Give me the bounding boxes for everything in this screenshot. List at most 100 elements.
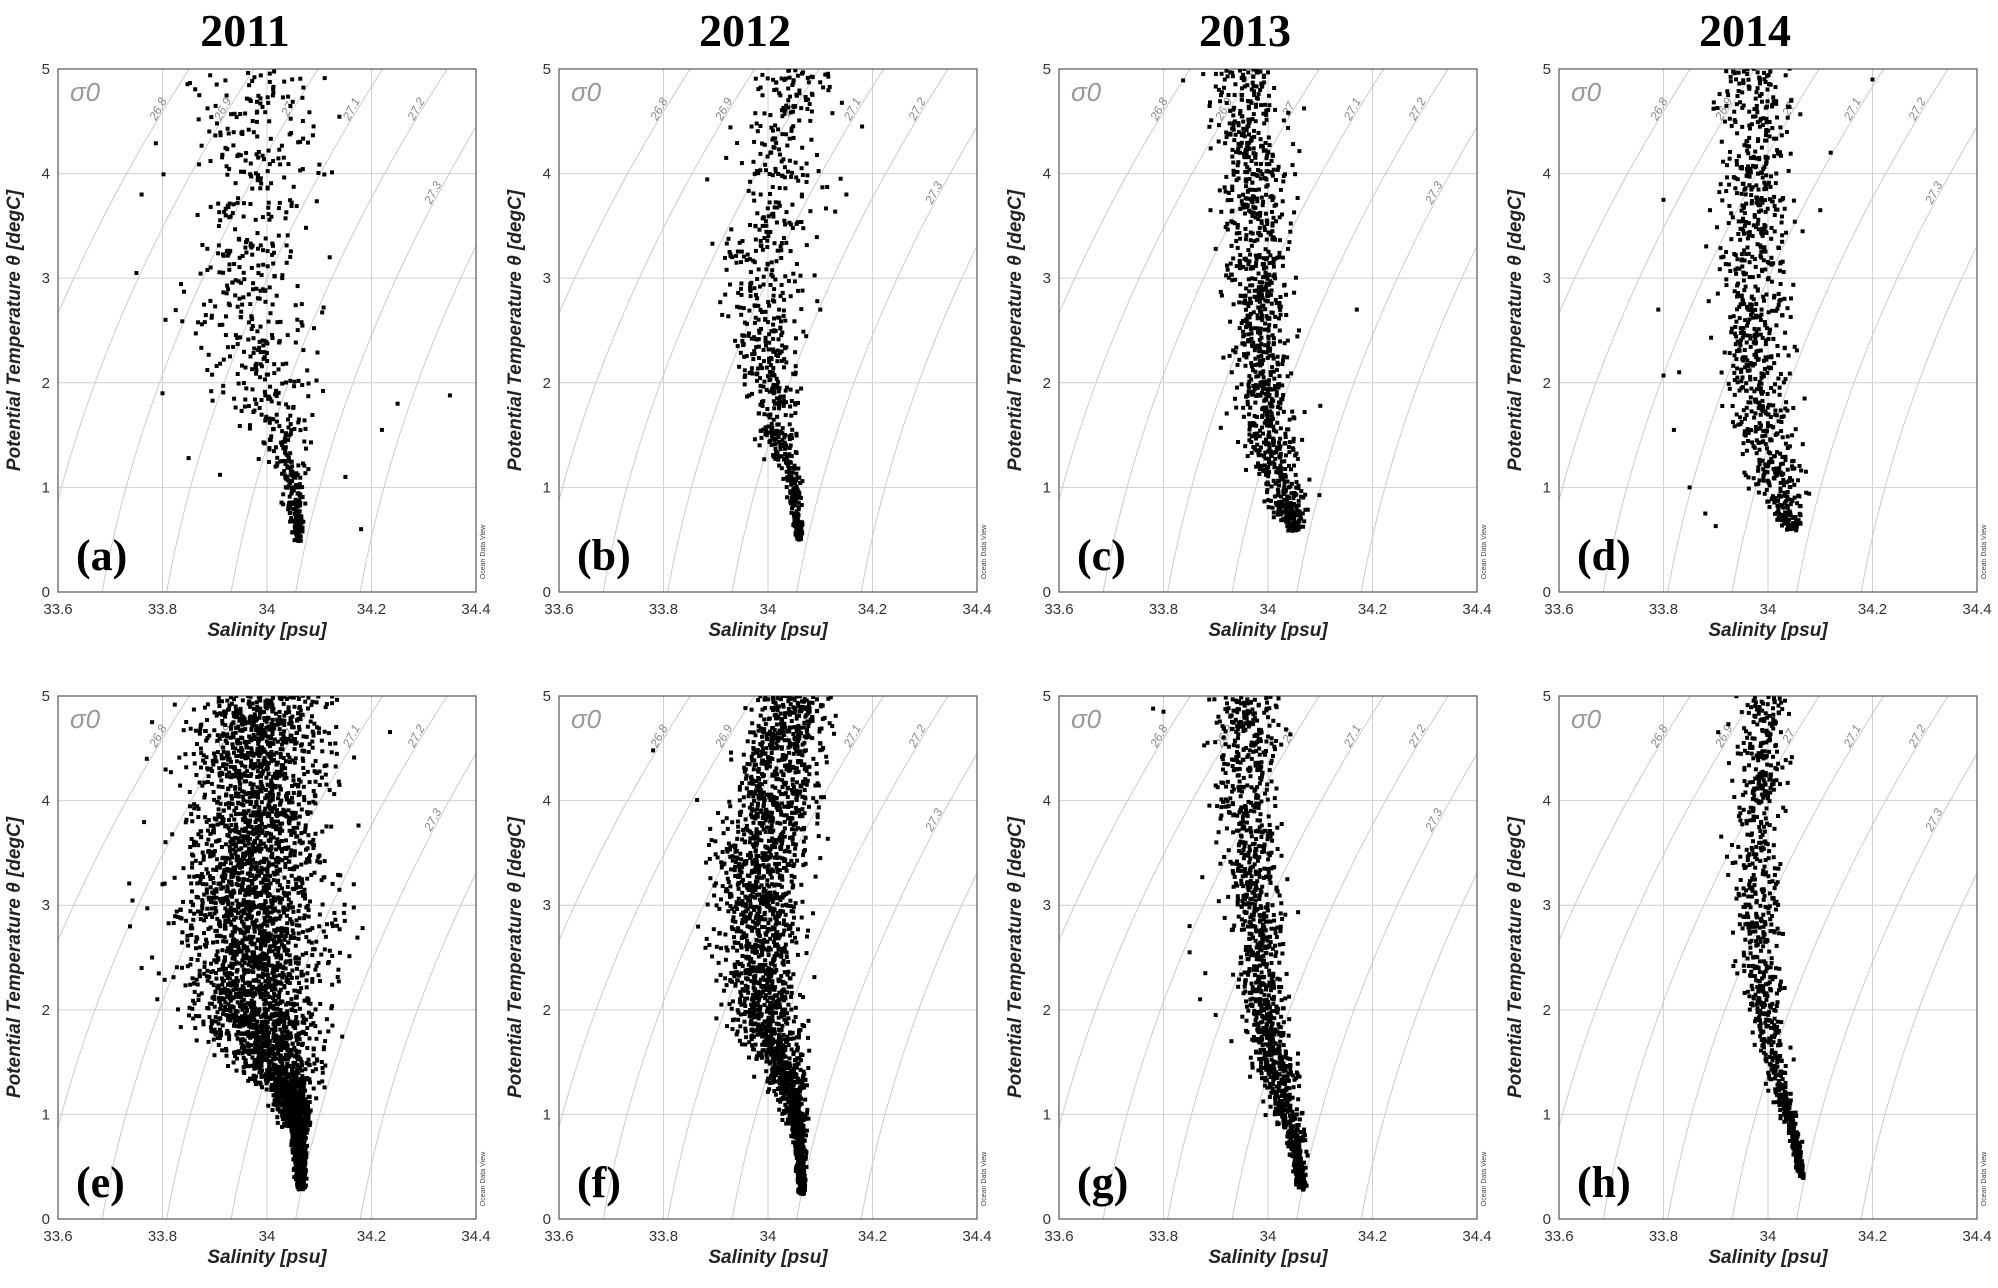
data-point xyxy=(230,211,235,216)
data-point xyxy=(1728,315,1733,320)
data-point xyxy=(1765,470,1770,475)
data-point xyxy=(1767,460,1771,465)
data-point xyxy=(1274,502,1279,507)
data-point xyxy=(283,473,288,478)
data-point xyxy=(1756,217,1761,222)
data-point xyxy=(1772,203,1777,208)
data-point xyxy=(228,354,232,359)
data-point xyxy=(1748,166,1753,171)
data-point xyxy=(1742,211,1747,216)
isopycnal-27.4 xyxy=(359,245,476,592)
data-point xyxy=(1261,256,1266,261)
data-point xyxy=(774,140,779,145)
data-point xyxy=(1265,221,1270,226)
data-point xyxy=(214,82,219,87)
data-point xyxy=(1735,380,1740,385)
data-point xyxy=(249,327,254,331)
data-point xyxy=(196,117,201,122)
data-point xyxy=(1787,444,1792,449)
data-point xyxy=(1277,499,1282,504)
data-point xyxy=(1259,425,1264,430)
data-point xyxy=(824,206,828,211)
data-point xyxy=(789,436,794,441)
data-point xyxy=(222,209,227,214)
data-point xyxy=(816,169,821,174)
data-point xyxy=(788,294,793,299)
data-point xyxy=(1255,96,1260,101)
data-point xyxy=(1248,230,1253,235)
data-point xyxy=(275,461,280,466)
data-point xyxy=(1258,445,1263,450)
data-point xyxy=(288,696,293,700)
data-point xyxy=(1278,474,1283,478)
data-point xyxy=(1772,467,1777,472)
data-point-outlier xyxy=(134,271,139,275)
data-point xyxy=(1224,101,1229,105)
data-point xyxy=(768,230,773,234)
data-point xyxy=(300,1068,305,1073)
data-point xyxy=(279,143,284,148)
y-tick-label: 1 xyxy=(1543,479,1551,496)
data-point xyxy=(1271,260,1276,265)
data-point xyxy=(1273,107,1278,112)
data-point xyxy=(1792,219,1797,224)
data-point xyxy=(216,807,221,812)
data-point xyxy=(1259,316,1263,320)
data-point xyxy=(776,422,781,427)
data-point xyxy=(1775,148,1780,153)
data-point xyxy=(775,348,780,353)
data-point xyxy=(1741,81,1746,85)
data-point xyxy=(1743,186,1748,191)
data-point xyxy=(1307,477,1312,482)
data-point xyxy=(1284,515,1289,520)
data-point-outlier xyxy=(1828,150,1833,155)
data-point xyxy=(1739,379,1744,384)
data-point xyxy=(254,1082,258,1087)
data-point xyxy=(1263,102,1267,107)
data-point xyxy=(1755,198,1760,203)
data-point xyxy=(1254,102,1259,107)
data-point xyxy=(288,500,292,505)
data-point xyxy=(269,434,274,439)
data-point xyxy=(1743,416,1747,421)
data-point xyxy=(1791,458,1796,463)
data-point xyxy=(1763,133,1768,138)
data-point xyxy=(1272,494,1277,499)
data-point xyxy=(757,227,762,232)
data-point xyxy=(249,174,254,179)
data-point xyxy=(216,696,221,700)
data-point xyxy=(1228,132,1233,137)
data-point xyxy=(794,478,799,483)
data-point xyxy=(1776,509,1781,514)
data-point xyxy=(267,727,272,732)
data-point xyxy=(1281,174,1286,178)
data-point xyxy=(785,475,789,480)
data-point xyxy=(1796,493,1801,498)
data-point xyxy=(1269,310,1274,315)
data-point xyxy=(297,903,302,908)
isopycnal-27.3 xyxy=(1296,126,1477,592)
data-point xyxy=(1224,174,1229,179)
data-point xyxy=(748,294,753,299)
data-point xyxy=(1766,365,1771,370)
data-point xyxy=(224,1053,229,1058)
data-point xyxy=(705,177,710,182)
data-point xyxy=(1268,170,1273,175)
data-point xyxy=(300,119,305,123)
data-point xyxy=(773,436,778,441)
data-point xyxy=(251,706,256,711)
isopycnal-27.1 xyxy=(1667,69,1885,592)
data-point xyxy=(1252,414,1257,418)
data-point xyxy=(815,153,819,157)
data-point xyxy=(779,429,784,434)
data-point xyxy=(775,414,780,419)
data-point xyxy=(299,514,304,519)
data-point xyxy=(1772,389,1777,394)
data-point xyxy=(1751,297,1756,302)
data-point xyxy=(188,909,193,914)
data-point xyxy=(1243,298,1248,303)
data-point xyxy=(1251,74,1256,79)
data-point xyxy=(1743,219,1748,224)
data-point xyxy=(300,495,305,499)
